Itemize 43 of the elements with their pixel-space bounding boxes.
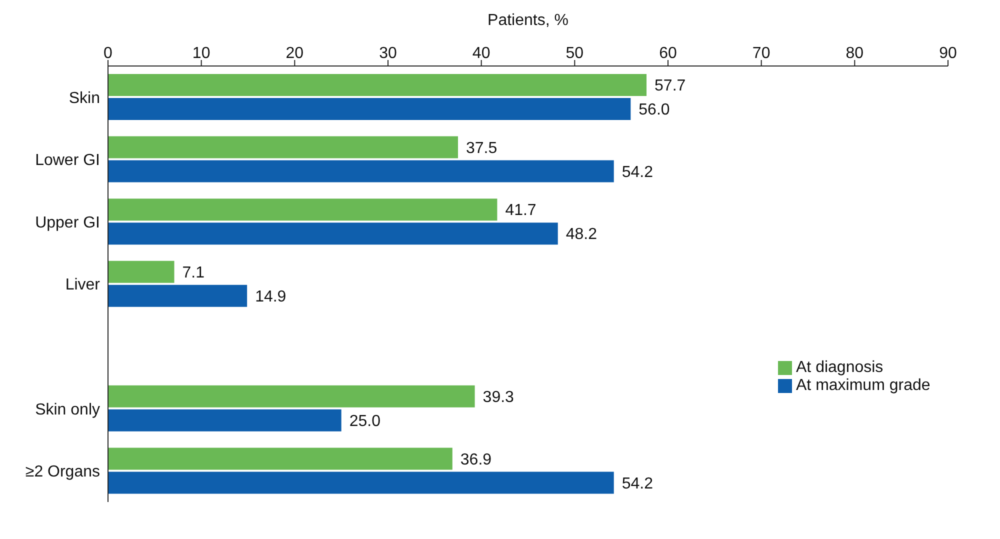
y-tick-label: Skin xyxy=(68,90,100,107)
data-label: 14.9 xyxy=(255,288,286,306)
legend-label: At diagnosis xyxy=(796,359,884,376)
y-tick-label: Skin only xyxy=(35,401,100,418)
bar xyxy=(108,222,558,245)
bar xyxy=(108,472,614,494)
data-label: 36.9 xyxy=(460,451,492,468)
x-tick-label: 20 xyxy=(286,45,304,62)
data-label: 54.2 xyxy=(622,475,654,492)
data-label: 57.7 xyxy=(654,78,686,95)
bar xyxy=(108,198,498,221)
x-tick-label: 80 xyxy=(846,45,864,62)
bar xyxy=(108,260,174,283)
bar xyxy=(108,74,647,96)
x-tick-label: 60 xyxy=(659,45,677,62)
bar xyxy=(108,160,614,182)
bar xyxy=(108,385,475,408)
x-tick-label: 0 xyxy=(104,45,113,62)
x-axis-title: Patients, % xyxy=(486,12,570,30)
y-tick-label: Liver xyxy=(65,276,101,294)
y-tick-label: Upper GI xyxy=(35,214,100,232)
y-tick-label: Lower GI xyxy=(35,152,100,170)
data-label: 7.1 xyxy=(182,264,205,282)
data-label: 54.2 xyxy=(622,164,654,181)
bar xyxy=(108,448,452,470)
data-label: 48.2 xyxy=(566,226,598,244)
legend-label: At maximum grade xyxy=(796,377,930,394)
x-tick-label: 40 xyxy=(472,45,490,62)
data-label: 39.3 xyxy=(482,389,514,406)
bar xyxy=(108,98,631,120)
bar xyxy=(108,284,248,307)
data-label: 56.0 xyxy=(638,102,670,119)
x-tick-label: 90 xyxy=(939,45,957,62)
bar xyxy=(108,409,342,432)
x-tick-label: 30 xyxy=(379,45,397,62)
x-tick-label: 70 xyxy=(752,45,770,62)
x-tick-label: 50 xyxy=(566,45,584,62)
y-tick-label: ≥2 Organs xyxy=(25,464,100,481)
bar xyxy=(108,136,458,158)
data-label: 41.7 xyxy=(505,202,536,220)
data-label: 25.0 xyxy=(349,413,381,430)
data-label: 37.5 xyxy=(466,140,498,157)
x-tick-label: 10 xyxy=(192,45,210,62)
